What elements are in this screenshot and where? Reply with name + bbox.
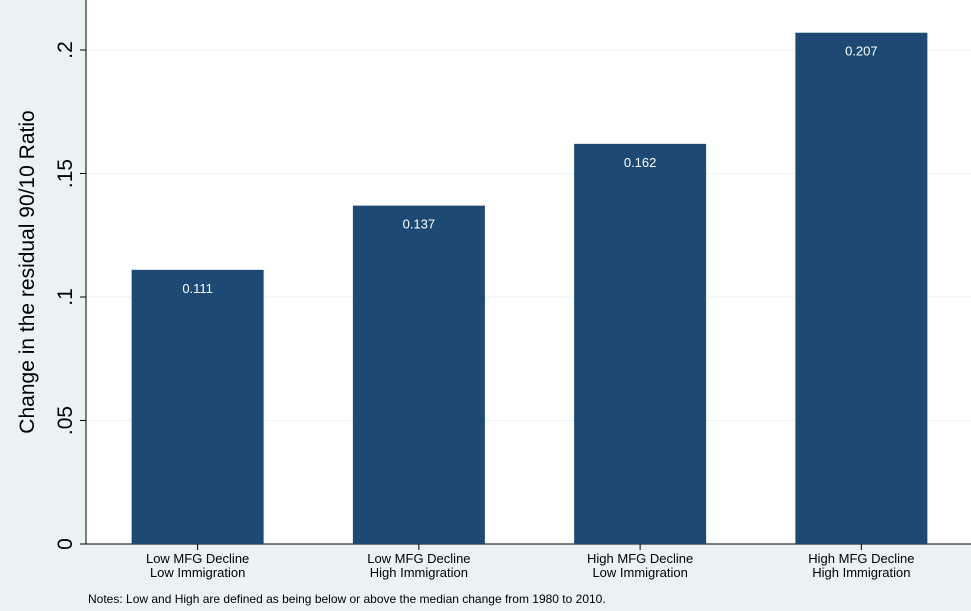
- x-category-label: Low Immigration: [592, 565, 687, 580]
- y-tick-label: .1: [54, 288, 77, 306]
- bar-value-label: 0.137: [403, 217, 436, 232]
- y-tick-label: .05: [54, 406, 77, 435]
- bar-value-label: 0.162: [624, 155, 657, 170]
- y-axis-ticks: 0 .05 .1 .15 .2: [54, 41, 86, 550]
- y-axis-label: Change in the residual 90/10 Ratio: [16, 110, 39, 433]
- bar: [574, 143, 707, 545]
- x-category-label: Low MFG Decline: [367, 551, 470, 566]
- x-category-label: Low Immigration: [150, 565, 245, 580]
- chart-note: Notes: Low and High are defined as being…: [88, 592, 606, 606]
- bar: [131, 269, 264, 544]
- x-category-label: High Immigration: [370, 565, 468, 580]
- bar: [795, 32, 928, 545]
- y-tick-label: .2: [54, 41, 77, 59]
- x-category-label: High MFG Decline: [808, 551, 914, 566]
- y-tick-label: .15: [54, 159, 77, 188]
- x-category-label: High MFG Decline: [587, 551, 693, 566]
- bars: 0.111 0.137 0.162 0.207: [131, 32, 928, 545]
- bar-value-label: 0.111: [182, 281, 213, 296]
- y-tick-label: 0: [54, 538, 77, 550]
- bar-value-label: 0.207: [845, 44, 878, 59]
- bar: [352, 205, 485, 545]
- x-category-label: Low MFG Decline: [146, 551, 249, 566]
- x-category-label: High Immigration: [812, 565, 910, 580]
